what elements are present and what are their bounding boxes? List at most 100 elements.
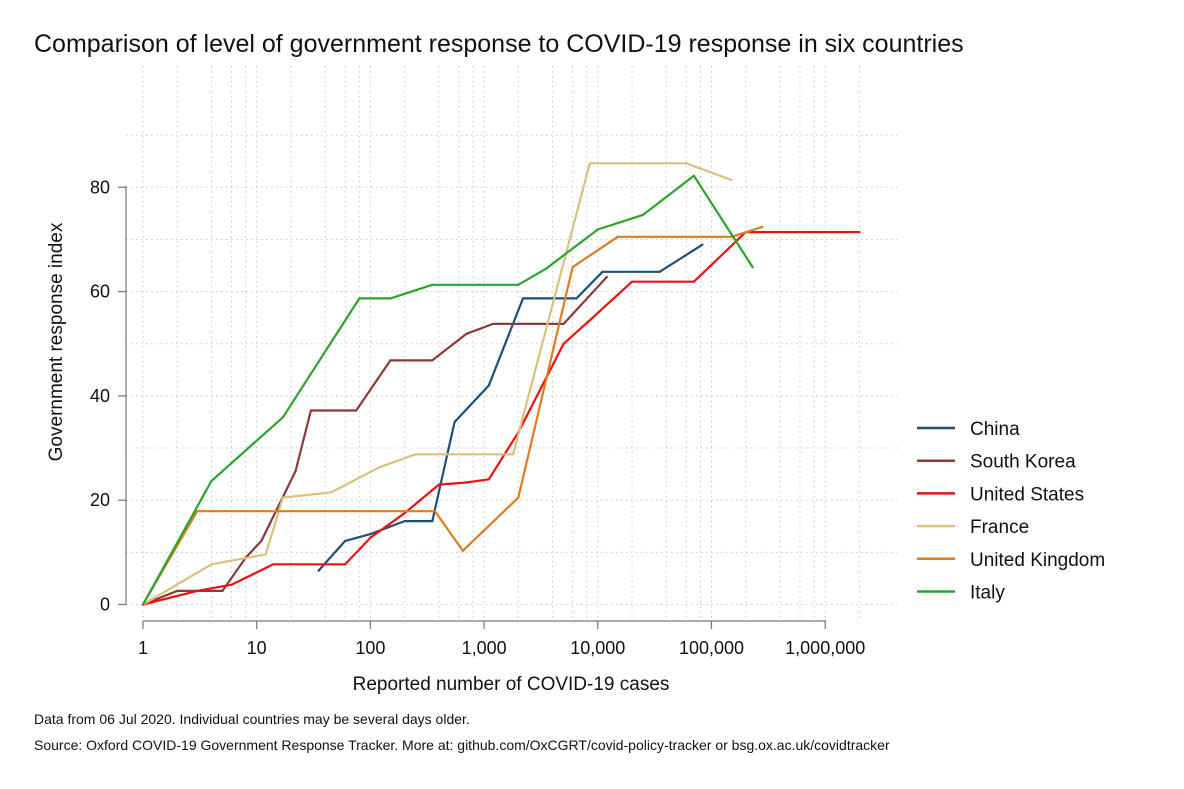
series-line-south-korea: [141, 275, 608, 606]
legend-label-united-states: United States: [970, 484, 1084, 505]
data-point-france: [329, 491, 333, 494]
chart-title: Comparison of level of government respon…: [34, 30, 964, 58]
data-point-italy: [596, 228, 599, 231]
data-date-note: Data from 06 Jul 2020. Individual countr…: [34, 711, 470, 727]
data-point-italy: [544, 267, 548, 270]
data-point-france: [414, 453, 417, 456]
data-point-italy: [517, 283, 520, 286]
data-point-united-kingdom: [461, 549, 464, 552]
data-point-china: [403, 520, 406, 523]
data-point-united-states: [369, 536, 372, 539]
data-point-france: [281, 496, 284, 499]
data-point-france: [210, 563, 213, 566]
data-point-south-korea: [465, 332, 468, 335]
data-point-china: [317, 569, 320, 572]
axes: 0 20 40 60 80 1 10 100 1,000 10,000 100,000 1,000,0…: [90, 177, 865, 658]
data-point-china: [701, 243, 704, 246]
data-point-italy: [389, 297, 392, 300]
series-line-italy: [141, 174, 754, 606]
data-point-united-kingdom: [571, 266, 574, 269]
data-point-south-korea: [221, 589, 224, 593]
data-point-united-states: [230, 583, 233, 586]
legend-label-south-korea: South Korea: [970, 452, 1076, 473]
data-point-china: [575, 297, 578, 300]
data-point-china: [344, 539, 347, 543]
data-point-united-states: [403, 512, 406, 515]
y-axis-title: Government response index: [46, 222, 67, 461]
data-point-italy: [751, 266, 754, 269]
legend: China South Korea United States France Unite…: [917, 419, 1105, 604]
data-point-china: [487, 384, 490, 387]
data-point-italy: [641, 213, 645, 216]
data-point-united-kingdom: [433, 510, 437, 513]
data-point-united-states: [465, 481, 468, 484]
x-tick-label: 100,000: [679, 638, 744, 658]
x-tick-label: 1: [138, 638, 148, 658]
legend-label-france: France: [970, 517, 1029, 538]
data-point-united-states: [630, 280, 634, 283]
data-point-italy: [141, 603, 145, 606]
legend-label-italy: Italy: [970, 583, 1005, 604]
data-point-france: [511, 453, 515, 456]
data-point-south-korea: [431, 359, 434, 362]
source-note: Source: Oxford COVID-19 Government Respo…: [34, 737, 890, 753]
data-point-united-states: [692, 280, 696, 283]
data-point-south-korea: [389, 359, 392, 362]
data-point-south-korea: [492, 322, 495, 325]
data-point-united-kingdom: [517, 496, 520, 499]
data-point-china: [521, 297, 525, 300]
y-tick-label: 60: [90, 282, 110, 302]
data-point-china: [601, 270, 604, 273]
x-tick-label: 100: [355, 638, 385, 658]
data-point-china: [453, 420, 456, 424]
legend-label-china: China: [970, 419, 1020, 440]
grid: [126, 66, 897, 620]
data-point-south-korea: [309, 409, 312, 412]
y-tick-label: 40: [90, 386, 110, 406]
x-tick-label: 1,000,000: [785, 638, 865, 658]
data-point-south-korea: [176, 589, 179, 593]
data-point-south-korea: [260, 539, 263, 543]
data-point-italy: [281, 416, 284, 419]
data-point-china: [369, 533, 372, 536]
data-point-united-kingdom: [761, 225, 764, 228]
data-point-united-states: [272, 563, 275, 566]
data-point-france: [730, 178, 733, 182]
y-tick-label: 0: [100, 595, 110, 615]
x-tick-label: 10: [247, 638, 267, 658]
data-point-united-states: [858, 231, 861, 234]
data-point-france: [378, 466, 381, 469]
legend-label-united-kingdom: United Kingdom: [970, 550, 1105, 571]
data-point-france: [264, 553, 267, 556]
data-point-united-states: [487, 478, 490, 481]
data-point-italy: [358, 297, 361, 300]
data-point-south-korea: [605, 275, 608, 279]
data-point-france: [588, 162, 591, 165]
data-point-south-korea: [562, 322, 565, 325]
y-tick-label: 80: [90, 177, 110, 197]
data-point-china: [431, 520, 434, 523]
data-point-united-states: [437, 483, 440, 486]
data-point-south-korea: [355, 409, 358, 412]
x-tick-label: 10,000: [570, 638, 625, 658]
y-tick-label: 20: [90, 490, 110, 510]
data-point-united-kingdom: [196, 510, 199, 513]
data-point-united-states: [344, 563, 347, 566]
x-axis-title: Reported number of COVID-19 cases: [353, 674, 670, 695]
series-line-united-states: [141, 231, 861, 606]
data-point-china: [658, 270, 661, 273]
data-point-united-states: [591, 316, 594, 319]
data-point-italy: [431, 283, 434, 286]
series-line-united-kingdom: [141, 225, 764, 606]
series-line-france: [141, 162, 733, 606]
data-point-united-kingdom: [616, 235, 619, 238]
data-point-italy: [692, 174, 696, 177]
series-lines: [141, 162, 861, 606]
data-point-france: [685, 162, 688, 165]
data-point-united-states: [196, 589, 199, 593]
data-point-united-states: [562, 342, 565, 345]
data-point-italy: [210, 479, 213, 482]
data-point-south-korea: [294, 469, 297, 473]
x-tick-label: 1,000: [462, 638, 507, 658]
